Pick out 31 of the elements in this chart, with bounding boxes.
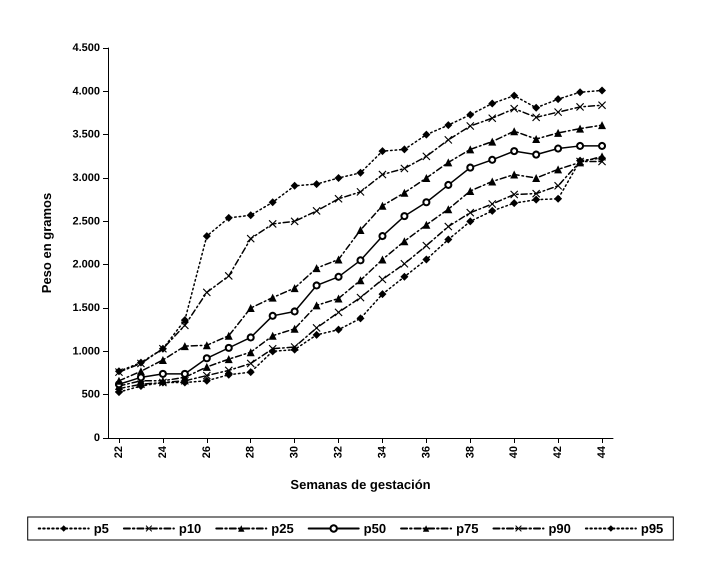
y-axis-title: Peso en gramos [39, 192, 54, 294]
x-tick-label: 26 [200, 446, 213, 458]
legend-label: p25 [271, 521, 294, 536]
x-tick-label: 40 [508, 446, 520, 458]
y-tick-label: 0 [94, 432, 100, 444]
x-tick-label: 30 [288, 446, 301, 458]
y-tick-label: 3.500 [72, 128, 100, 141]
x-axis-title: Semanas de gestación [290, 477, 431, 492]
x-tick-label: 38 [464, 446, 476, 458]
x-tick-label: 34 [376, 445, 388, 458]
x-tick-label: 28 [244, 446, 257, 458]
legend-label: p5 [94, 521, 109, 536]
legend-label: p95 [640, 521, 664, 536]
y-tick-label: 1.000 [72, 345, 100, 358]
y-tick-label: 2.000 [72, 258, 100, 271]
legend-label: p50 [364, 521, 386, 536]
x-tick-label: 44 [596, 445, 608, 458]
y-tick-label: 4.000 [72, 85, 100, 98]
x-tick-label: 32 [332, 446, 345, 458]
y-tick-label: 2.500 [72, 215, 100, 228]
x-tick-label: 36 [420, 446, 432, 458]
x-tick-label: 22 [112, 446, 125, 458]
y-tick-label: 500 [82, 388, 100, 401]
x-tick-label: 42 [552, 446, 564, 458]
legend-label: p75 [456, 521, 478, 536]
legend-label: p90 [548, 521, 571, 536]
x-tick-label: 24 [156, 445, 169, 458]
y-tick-label: 3.000 [72, 172, 100, 184]
y-tick-label: 1.500 [72, 302, 100, 314]
legend-label: p10 [178, 521, 202, 536]
y-tick-label: 4.500 [72, 42, 100, 54]
